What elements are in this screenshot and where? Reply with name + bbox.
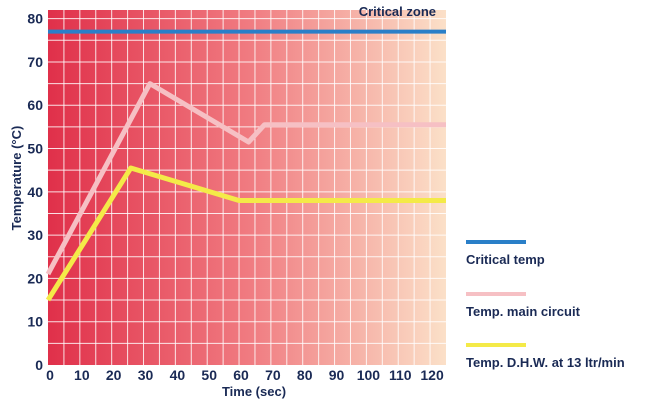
y-tick-label: 80 bbox=[27, 11, 43, 27]
legend-swatch bbox=[466, 343, 526, 347]
series-line-temp-d-h-w-at-13-ltr-min bbox=[45, 165, 446, 302]
legend-label: Temp. main circuit bbox=[466, 304, 581, 319]
legend: Critical temp Temp. main circuit Temp. D.H… bbox=[466, 240, 625, 370]
x-axis-title: Time (sec) bbox=[222, 384, 286, 399]
legend-label: Critical temp bbox=[466, 252, 545, 267]
y-tick-label: 60 bbox=[27, 97, 43, 113]
y-tick-label: 50 bbox=[27, 141, 43, 157]
legend-label: Temp. D.H.W. at 13 ltr/min bbox=[466, 355, 625, 370]
x-tick-label: 80 bbox=[297, 367, 313, 383]
y-axis-title: Temperature (°C) bbox=[9, 126, 24, 231]
x-tick-label: 20 bbox=[106, 367, 122, 383]
y-tick-label: 0 bbox=[35, 357, 43, 373]
x-tick-label: 50 bbox=[201, 367, 217, 383]
series-lines bbox=[45, 29, 446, 302]
axis-ticks: 0 10 20 30 40 50 60 70 80 90 100 110 120 0 10 20 30 40 50 6… bbox=[27, 11, 444, 383]
x-tick-label: 90 bbox=[329, 367, 345, 383]
legend-swatch bbox=[466, 292, 526, 296]
critical-zone-label: Critical zone bbox=[359, 4, 436, 19]
legend-swatch bbox=[466, 240, 526, 244]
plot-area bbox=[48, 10, 446, 365]
x-tick-label: 70 bbox=[265, 367, 281, 383]
grid-lines bbox=[48, 10, 446, 365]
x-tick-label: 60 bbox=[233, 367, 249, 383]
y-tick-label: 30 bbox=[27, 227, 43, 243]
x-tick-label: 40 bbox=[170, 367, 186, 383]
x-tick-label: 0 bbox=[46, 367, 54, 383]
x-tick-label: 110 bbox=[389, 367, 412, 383]
x-tick-label: 100 bbox=[357, 367, 381, 383]
y-tick-label: 70 bbox=[27, 54, 43, 70]
x-tick-label: 30 bbox=[138, 367, 154, 383]
y-tick-label: 20 bbox=[27, 270, 43, 286]
x-tick-label: 120 bbox=[420, 367, 444, 383]
series-line-temp-main-circuit bbox=[45, 81, 446, 276]
y-tick-label: 40 bbox=[27, 184, 43, 200]
y-tick-label: 10 bbox=[27, 314, 43, 330]
x-tick-label: 10 bbox=[74, 367, 90, 383]
